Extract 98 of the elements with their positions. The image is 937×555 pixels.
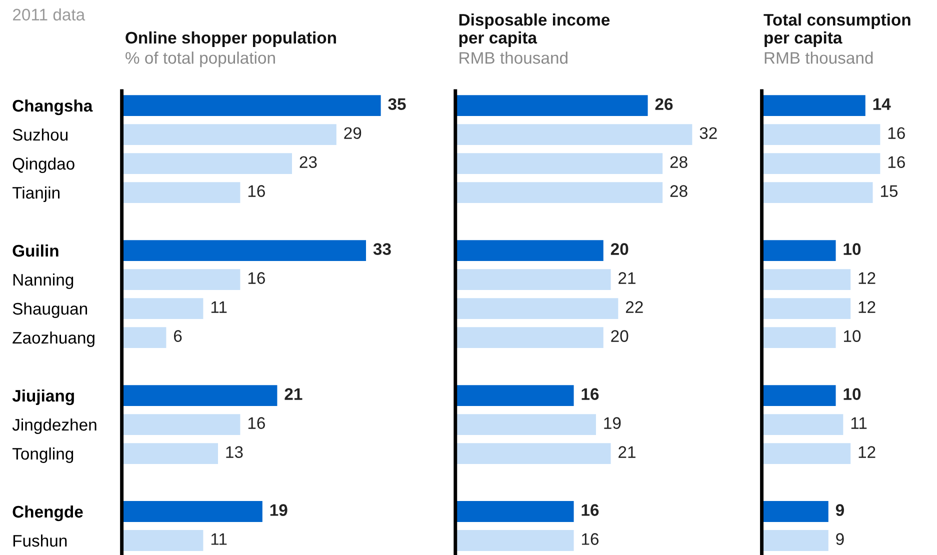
data-label: 16 bbox=[582, 533, 599, 545]
y-tick-label: Guilin bbox=[12, 244, 58, 257]
chart-title: Online shopper population bbox=[126, 31, 336, 47]
bar bbox=[455, 530, 574, 551]
bar bbox=[455, 385, 574, 406]
bar bbox=[122, 153, 292, 174]
data-label: 10 bbox=[844, 243, 861, 255]
y-tick-label: Nanning bbox=[13, 273, 74, 290]
data-label: 21 bbox=[618, 446, 636, 458]
bar bbox=[762, 385, 836, 406]
data-label: 12 bbox=[858, 272, 876, 284]
bar bbox=[762, 240, 836, 261]
bar bbox=[762, 298, 851, 319]
data-label: 12 bbox=[858, 446, 876, 458]
data-label: 21 bbox=[284, 388, 302, 400]
bar bbox=[455, 443, 611, 464]
data-label: 9 bbox=[836, 533, 844, 545]
data-label: 9 bbox=[836, 504, 844, 516]
data-label: 20 bbox=[610, 243, 628, 255]
data-label: 13 bbox=[226, 446, 243, 458]
bar bbox=[762, 95, 866, 116]
bar bbox=[122, 95, 381, 116]
data-label: 16 bbox=[582, 388, 599, 400]
bar bbox=[122, 240, 366, 261]
bar bbox=[455, 501, 574, 522]
bar bbox=[122, 327, 166, 348]
bar bbox=[455, 124, 692, 145]
data-label: 16 bbox=[582, 504, 599, 516]
bar bbox=[122, 443, 218, 464]
data-label: 20 bbox=[611, 330, 628, 342]
chart-subtitle: % of total population bbox=[126, 52, 275, 68]
data-label: 19 bbox=[604, 417, 621, 429]
y-tick-label: Zaozhuang bbox=[12, 331, 94, 348]
data-label: 16 bbox=[248, 417, 265, 429]
bar bbox=[455, 269, 611, 290]
bar bbox=[762, 443, 851, 464]
bar bbox=[762, 530, 828, 551]
data-label: 16 bbox=[888, 127, 905, 139]
data-label: 33 bbox=[373, 243, 391, 256]
y-tick-label: Tianjin bbox=[12, 186, 60, 202]
data-label: 16 bbox=[248, 272, 265, 284]
data-label: 35 bbox=[388, 98, 406, 110]
data-label: 28 bbox=[670, 156, 688, 168]
bar bbox=[455, 414, 596, 435]
data-label: 10 bbox=[844, 330, 861, 342]
chart-subtitle: RMB thousand bbox=[764, 52, 873, 64]
bar bbox=[455, 182, 663, 203]
bar bbox=[455, 95, 648, 116]
bar bbox=[122, 501, 262, 522]
data-label: 19 bbox=[270, 504, 288, 516]
bar bbox=[762, 124, 880, 145]
bar bbox=[122, 269, 240, 290]
data-label: 11 bbox=[851, 417, 867, 429]
data-label: 15 bbox=[880, 185, 898, 197]
bar bbox=[455, 298, 618, 319]
data-label: 26 bbox=[655, 98, 673, 110]
y-tick-label: Jiujiang bbox=[12, 389, 74, 406]
data-label: 28 bbox=[670, 185, 688, 197]
y-tick-label: Jingdezhen bbox=[12, 418, 96, 434]
data-label: 22 bbox=[626, 301, 643, 313]
chart-subtitle: RMB thousand bbox=[460, 52, 568, 64]
bar bbox=[455, 153, 663, 174]
data-label: 11 bbox=[211, 301, 227, 313]
data-label: 16 bbox=[248, 185, 265, 197]
bar bbox=[122, 385, 278, 406]
bar bbox=[762, 327, 836, 348]
y-tick-label: Qingdao bbox=[12, 157, 74, 174]
y-tick-label: Fushun bbox=[13, 534, 67, 547]
bar bbox=[122, 414, 240, 435]
data-label: 23 bbox=[300, 156, 317, 168]
y-tick-label: Changsha bbox=[12, 99, 93, 116]
data-label: 10 bbox=[844, 388, 861, 400]
bar bbox=[122, 298, 204, 319]
data-label: 12 bbox=[858, 301, 876, 313]
chart-title: Total consumption per capita bbox=[764, 13, 910, 47]
bar bbox=[122, 182, 240, 203]
bar bbox=[455, 240, 604, 261]
bar bbox=[122, 530, 204, 551]
y-tick-label: Chengde bbox=[12, 505, 83, 522]
bar bbox=[455, 327, 604, 348]
data-label: 11 bbox=[211, 533, 227, 545]
data-label: 32 bbox=[700, 127, 717, 139]
bar bbox=[762, 153, 880, 174]
data-label: 16 bbox=[888, 156, 905, 168]
bar bbox=[762, 501, 828, 522]
y-tick-label: Tongling bbox=[12, 447, 74, 463]
bar bbox=[762, 414, 844, 435]
data-label: 14 bbox=[873, 98, 891, 110]
bar bbox=[762, 269, 851, 290]
chart-title: Disposable income per capita bbox=[459, 13, 610, 47]
data-label: 29 bbox=[344, 127, 362, 139]
data-label: 21 bbox=[618, 272, 636, 284]
bar bbox=[122, 124, 336, 145]
bar bbox=[762, 182, 873, 203]
text: 2011 data bbox=[13, 8, 86, 21]
y-tick-label: Shauguan bbox=[12, 302, 88, 318]
y-tick-label: Suzhou bbox=[12, 128, 68, 141]
data-label: 6 bbox=[174, 330, 182, 342]
